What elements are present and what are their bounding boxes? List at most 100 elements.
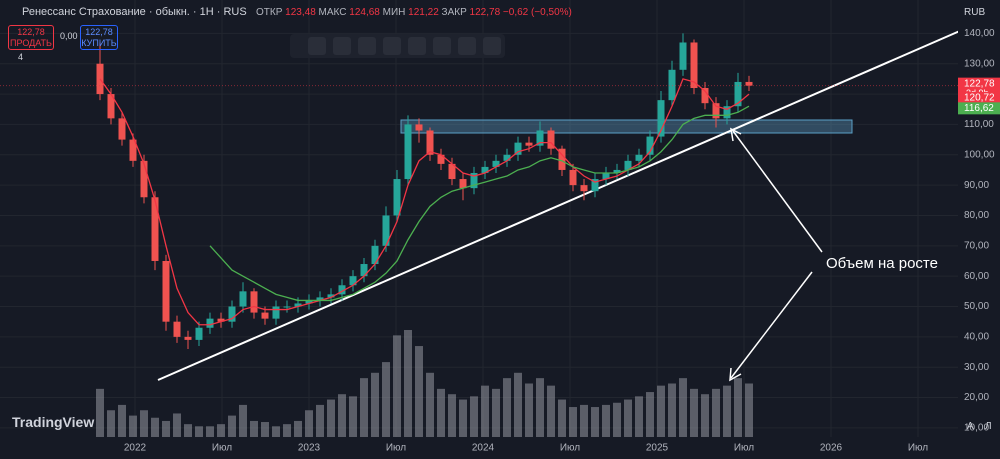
candle-body: [690, 42, 698, 89]
candle-body: [338, 285, 346, 295]
candle-body: [250, 291, 258, 313]
y-tick-label: 30,00: [964, 362, 989, 373]
x-tick-label: Июл: [386, 443, 406, 454]
volume-bar: [173, 413, 181, 437]
volume-bar: [525, 383, 533, 437]
price-tag-label: 122,78: [964, 78, 995, 89]
candle-body: [602, 172, 610, 180]
volume-bar: [305, 410, 313, 437]
log-scale[interactable]: Л: [985, 421, 992, 432]
tool[interactable]: [383, 37, 401, 55]
volume-bar: [118, 404, 126, 437]
y-tick-label: 50,00: [964, 301, 989, 312]
candle-body: [327, 294, 335, 298]
moving-average: [99, 78, 750, 326]
volume-bar: [690, 388, 698, 437]
candle-body: [624, 160, 632, 170]
candle-body: [239, 291, 247, 307]
tool[interactable]: [433, 37, 451, 55]
tool[interactable]: [358, 37, 376, 55]
x-tick-label: 2024: [472, 443, 495, 454]
label: МАКС: [318, 7, 347, 18]
volume-bar: [745, 383, 753, 437]
candle-body: [547, 130, 555, 149]
auto-scale[interactable]: A: [967, 421, 974, 432]
indicators-count[interactable]: 4: [18, 52, 24, 62]
volume-bar: [536, 378, 544, 437]
price-tag-label: 116,62: [964, 103, 994, 114]
candle-body: [217, 318, 225, 322]
candle-body: [723, 106, 731, 119]
volume-bar: [415, 346, 423, 437]
candle-body: [481, 166, 489, 173]
candle-body: [393, 179, 401, 216]
candle-body: [195, 327, 203, 340]
volume-bar: [184, 424, 192, 437]
volume-bar: [459, 399, 467, 437]
volume-bar: [371, 372, 379, 437]
volume-bar: [250, 420, 258, 437]
candle-body: [151, 197, 159, 261]
volume-bar: [591, 407, 599, 437]
tool[interactable]: [458, 37, 476, 55]
volume-bar: [635, 396, 643, 437]
y-tick-label: 70,00: [964, 240, 989, 251]
tool[interactable]: [333, 37, 351, 55]
sell-button[interactable]: 122,78 ПРОДАТЬ: [8, 25, 54, 50]
candle-body: [701, 88, 709, 104]
volume-bar: [404, 330, 412, 437]
volume-bar: [162, 420, 170, 437]
volume-bar: [646, 392, 654, 437]
candle-body: [305, 300, 313, 304]
candle-body: [184, 336, 192, 340]
volume-bar: [448, 394, 456, 437]
candle-body: [228, 306, 236, 322]
y-tick-label: 20,00: [964, 392, 989, 403]
volume-bar: [569, 407, 577, 437]
volume-bar: [360, 378, 368, 437]
change: −0,62 (−0,50%): [502, 7, 572, 18]
candle-body: [349, 276, 357, 286]
buy-button[interactable]: 122,78 КУПИТЬ: [80, 25, 118, 50]
x-tick-label: Июл: [734, 443, 754, 454]
label: ПРОДАТЬ: [10, 38, 52, 48]
candle-body: [536, 130, 544, 146]
x-tick-label: Июл: [560, 443, 580, 454]
volume-bar: [349, 396, 357, 437]
volume-bar: [327, 399, 335, 437]
volume-bar: [624, 399, 632, 437]
volume-bar: [734, 378, 742, 437]
candle-body: [657, 100, 665, 137]
y-tick-label: 110,00: [964, 119, 994, 130]
volume-bar: [657, 385, 665, 437]
annotation: Объем на росте: [826, 255, 938, 272]
volume-bar: [723, 385, 731, 437]
volume-bar: [195, 426, 203, 437]
candle-body: [415, 124, 423, 131]
candle-body: [668, 69, 676, 101]
y-tick-label: 40,00: [964, 331, 989, 342]
label: КУПИТЬ: [81, 38, 117, 48]
x-tick-label: 2023: [298, 443, 321, 454]
candle-body: [679, 42, 687, 70]
volume-bar: [228, 415, 236, 437]
volume-bar: [107, 410, 115, 437]
volume-bar: [140, 410, 148, 437]
volume-bar: [316, 404, 324, 437]
price-tag-label: 120,72: [964, 93, 995, 104]
volume-bar: [426, 372, 434, 437]
tool[interactable]: [483, 37, 501, 55]
volume-bar: [470, 396, 478, 437]
volume-bar: [338, 394, 346, 437]
currency[interactable]: RUB: [964, 7, 986, 18]
candle-body: [503, 154, 511, 161]
label: ЗАКР: [441, 7, 467, 18]
volume-bar: [283, 424, 291, 437]
y-tick-label: 140,00: [964, 28, 995, 39]
volume-bar: [294, 420, 302, 437]
x-tick-label: Июл: [212, 443, 232, 454]
tool[interactable]: [408, 37, 426, 55]
tool[interactable]: [308, 37, 326, 55]
